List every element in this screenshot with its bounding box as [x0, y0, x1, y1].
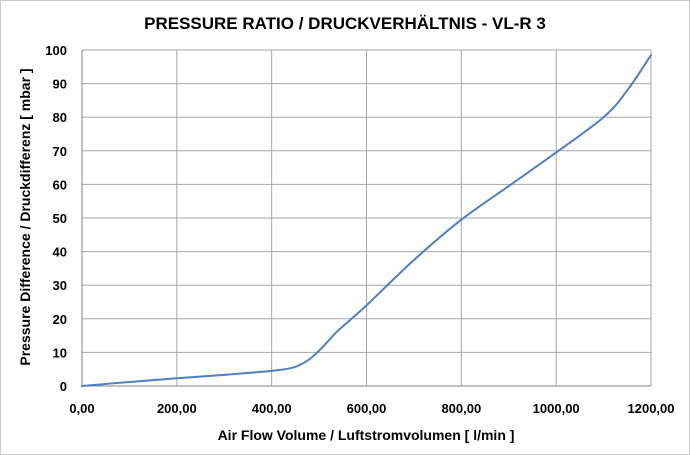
x-tick-label: 1000,00: [533, 401, 580, 416]
y-tick-label: 10: [53, 345, 67, 360]
x-tick-labels: 0,00 200,00 400,00 600,00 800,00 1000,00 1200,…: [69, 401, 674, 416]
y-tick-label: 30: [53, 278, 67, 293]
y-tick-label: 100: [45, 43, 67, 58]
x-tick-label: 400,00: [252, 401, 292, 416]
grid: [81, 49, 652, 387]
x-axis-title: Air Flow Volume / Luftstromvolumen [ l/m…: [218, 427, 515, 443]
y-tick-label: 20: [53, 312, 67, 327]
y-tick-label: 90: [53, 77, 67, 92]
y-tick-labels: 0 10 20 30 40 50 60 70 80 90 100: [45, 43, 67, 394]
y-tick-label: 50: [53, 211, 67, 226]
x-tick-label: 800,00: [441, 401, 481, 416]
x-tick-label: 1200,00: [628, 401, 675, 416]
x-tick-label: 0,00: [69, 401, 94, 416]
x-tick-label: 600,00: [347, 401, 387, 416]
series-group: [81, 54, 652, 387]
y-tick-label: 40: [53, 245, 67, 260]
x-tick-label: 200,00: [157, 401, 197, 416]
series-line: [81, 54, 652, 387]
chart-title: PRESSURE RATIO / DRUCKVERHÄLTNIS - VL-R …: [144, 14, 546, 33]
y-tick-label: 60: [53, 177, 67, 192]
y-tick-label: 80: [53, 110, 67, 125]
y-tick-label: 0: [60, 379, 67, 394]
y-axis-title: Pressure Difference / Druckdifferenz [ m…: [17, 68, 33, 365]
y-tick-label: 70: [53, 144, 67, 159]
